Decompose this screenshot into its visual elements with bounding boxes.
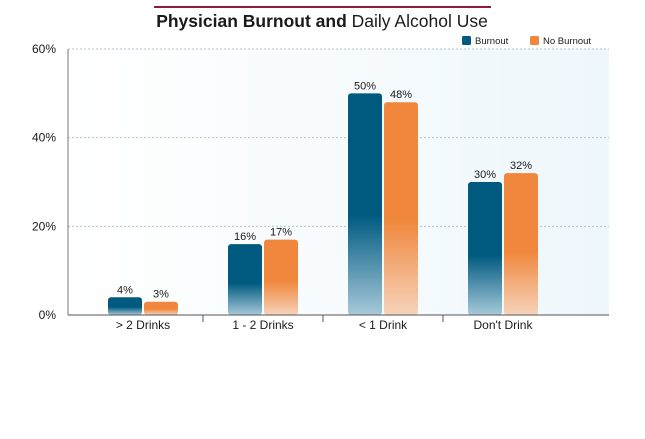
data-label: 16%: [234, 231, 256, 243]
x-tick-label: 1 - 2 Drinks: [232, 318, 293, 332]
chart-title-bold: Physician Burnout and: [156, 11, 347, 31]
data-label: 30%: [474, 169, 496, 181]
bar-no-burnout: [504, 173, 538, 315]
legend-label: No Burnout: [543, 36, 591, 47]
bar-no-burnout: [264, 239, 298, 315]
data-label: 32%: [510, 160, 532, 172]
bar-no-burnout: [384, 102, 418, 315]
data-label: 50%: [354, 80, 376, 92]
y-tick-label: 60%: [32, 42, 56, 56]
y-tick-label: 40%: [32, 131, 56, 145]
legend-label: Burnout: [475, 36, 509, 47]
x-tick-label: < 1 Drink: [359, 318, 408, 332]
y-tick-label: 20%: [32, 219, 56, 233]
bar-burnout: [108, 297, 142, 315]
data-label: 3%: [153, 289, 169, 301]
x-tick-label: Don't Drink: [474, 318, 534, 332]
y-tick-label: 0%: [39, 308, 57, 322]
data-label: 17%: [270, 227, 292, 239]
data-label: 4%: [117, 284, 133, 296]
bar-burnout: [468, 182, 502, 315]
legend-swatch: [462, 36, 471, 45]
chart-title-regular: Daily Alcohol Use: [352, 11, 488, 31]
chart-title: Physician Burnout and Daily Alcohol Use: [156, 11, 488, 31]
data-label: 48%: [390, 89, 412, 101]
x-tick-label: > 2 Drinks: [116, 318, 170, 332]
bar-burnout: [228, 244, 262, 315]
bar-no-burnout: [144, 301, 178, 315]
legend-swatch: [530, 36, 539, 45]
bar-burnout: [348, 93, 382, 315]
